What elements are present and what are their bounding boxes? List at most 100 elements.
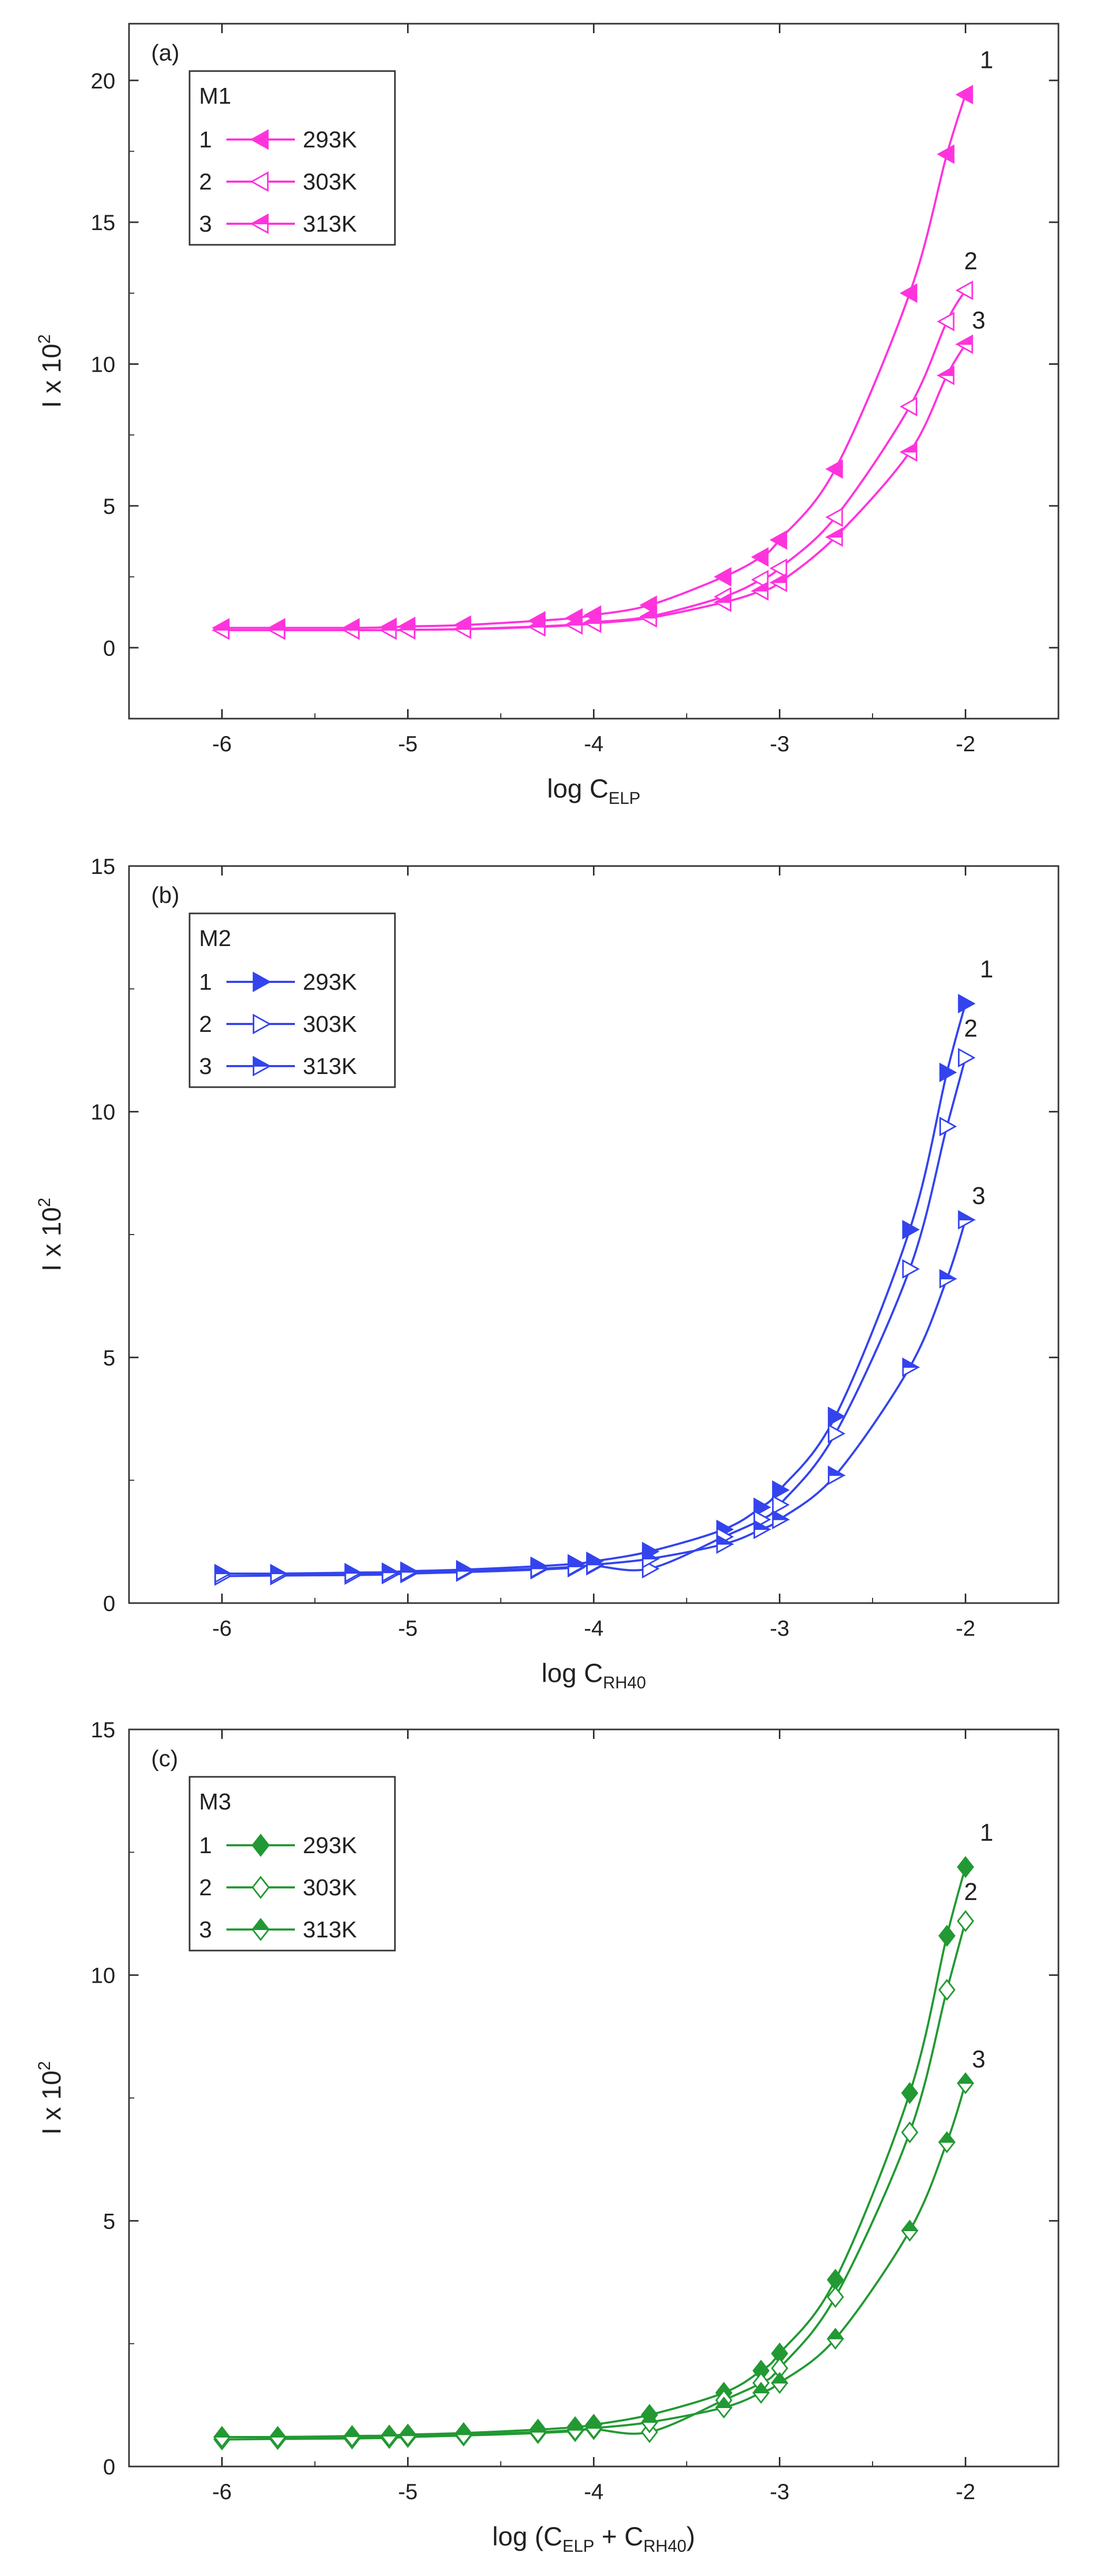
y-tick-label: 5 xyxy=(103,2209,115,2233)
data-point xyxy=(957,1910,974,1932)
data-point xyxy=(827,2286,844,2308)
legend-entry-number: 1 xyxy=(199,127,212,153)
data-point xyxy=(714,567,731,587)
data-point xyxy=(826,2328,844,2350)
data-point xyxy=(938,1978,956,2001)
data-point xyxy=(400,1562,419,1582)
legend-marker xyxy=(252,971,272,992)
data-point xyxy=(769,530,787,550)
legend-entry-name: 303K xyxy=(303,1011,357,1037)
data-point xyxy=(958,993,976,1013)
legend-marker xyxy=(252,1013,272,1035)
y-tick-label: 0 xyxy=(103,2454,115,2479)
data-point xyxy=(529,2421,547,2443)
legend-entry-number: 2 xyxy=(199,1011,212,1037)
data-point xyxy=(939,1062,957,1082)
x-tick-label: -5 xyxy=(398,731,418,756)
series-line-313K xyxy=(222,343,967,631)
data-point xyxy=(825,459,843,479)
legend-title: M2 xyxy=(199,926,231,951)
curve-end-label: 1 xyxy=(980,955,994,982)
panel-label: (c) xyxy=(151,1746,178,1772)
data-point xyxy=(586,1555,605,1575)
legend-entry-name: 303K xyxy=(303,169,357,195)
x-tick-label: -2 xyxy=(956,1616,975,1640)
legend-marker xyxy=(252,1056,272,1077)
x-tick-label: -3 xyxy=(770,1616,789,1640)
data-point xyxy=(901,2082,918,2104)
legend-box xyxy=(189,912,396,1088)
data-point xyxy=(899,442,917,462)
x-tick-label: -6 xyxy=(212,731,232,756)
data-point xyxy=(640,2411,658,2433)
data-point xyxy=(899,283,917,303)
x-axis-title: log (CELP + CRH40) xyxy=(492,2522,695,2555)
data-point xyxy=(901,2220,919,2242)
y-tick-label: 10 xyxy=(91,1100,115,1125)
data-point xyxy=(828,1465,846,1485)
data-point xyxy=(828,1424,846,1444)
x-axis-title-part: log C xyxy=(541,1658,603,1688)
data-point xyxy=(751,547,769,567)
curve-end-label: 2 xyxy=(964,1878,978,1905)
data-point xyxy=(379,620,397,640)
data-point xyxy=(938,2131,956,2153)
y-axis-title: I x 102 xyxy=(35,2061,66,2135)
data-point xyxy=(453,619,471,639)
data-point xyxy=(716,1534,735,1554)
legend-title: M1 xyxy=(199,83,231,109)
data-point xyxy=(642,1549,660,1569)
data-point xyxy=(639,608,657,628)
x-tick-label: -4 xyxy=(584,731,603,756)
curve-end-label: 3 xyxy=(972,2045,986,2073)
data-point xyxy=(269,2426,286,2448)
data-point xyxy=(399,2424,417,2447)
x-axis-title-part: log C xyxy=(547,774,609,803)
x-axis-title: log CRH40 xyxy=(541,1658,646,1692)
data-point xyxy=(937,312,955,332)
data-point xyxy=(214,1564,233,1584)
data-point xyxy=(902,1357,920,1377)
legend-marker xyxy=(251,1876,270,1899)
x-axis-title: log CELP xyxy=(547,774,640,808)
data-point xyxy=(566,2419,584,2441)
data-point xyxy=(397,620,415,640)
data-point xyxy=(936,365,955,385)
y-tick-label: 15 xyxy=(91,1717,115,1742)
legend-entry-number: 2 xyxy=(199,169,212,195)
data-point xyxy=(585,2417,602,2440)
y-axis-title-sup: 2 xyxy=(35,334,54,344)
data-point xyxy=(769,558,787,578)
y-tick-label: 0 xyxy=(103,1591,115,1616)
data-point xyxy=(211,620,230,640)
x-tick-label: -3 xyxy=(770,731,789,756)
data-point xyxy=(270,1564,289,1584)
data-point xyxy=(772,1480,790,1500)
x-axis-title-part: RH40 xyxy=(603,1673,646,1692)
y-axis-title-main: I x 10 xyxy=(37,2071,66,2135)
legend-box xyxy=(189,70,396,246)
panel-label: (b) xyxy=(151,882,180,908)
data-point xyxy=(937,144,955,164)
legend-entry-name: 293K xyxy=(303,1833,357,1858)
data-point xyxy=(267,620,285,640)
legend-title: M3 xyxy=(199,1789,231,1815)
data-point xyxy=(752,2382,770,2404)
data-point xyxy=(713,592,731,612)
panel-label: (a) xyxy=(151,40,180,66)
data-point xyxy=(343,2425,361,2448)
x-tick-label: -6 xyxy=(212,2479,232,2504)
data-point xyxy=(771,2372,788,2394)
data-point xyxy=(902,1259,920,1279)
x-axis-title-part: ELP xyxy=(562,2537,594,2555)
chart-panel-3: -6 -5 -4 -3 -2 0 5 10 15 log (CELP + CRH40) I x 10… xyxy=(35,1717,1060,2555)
data-point xyxy=(769,572,787,592)
data-point xyxy=(750,581,769,601)
legend-marker xyxy=(250,171,269,192)
data-point xyxy=(772,1495,790,1515)
data-point xyxy=(213,2426,231,2448)
data-point xyxy=(381,1563,400,1583)
data-point xyxy=(957,2072,974,2094)
data-point xyxy=(715,2396,733,2419)
